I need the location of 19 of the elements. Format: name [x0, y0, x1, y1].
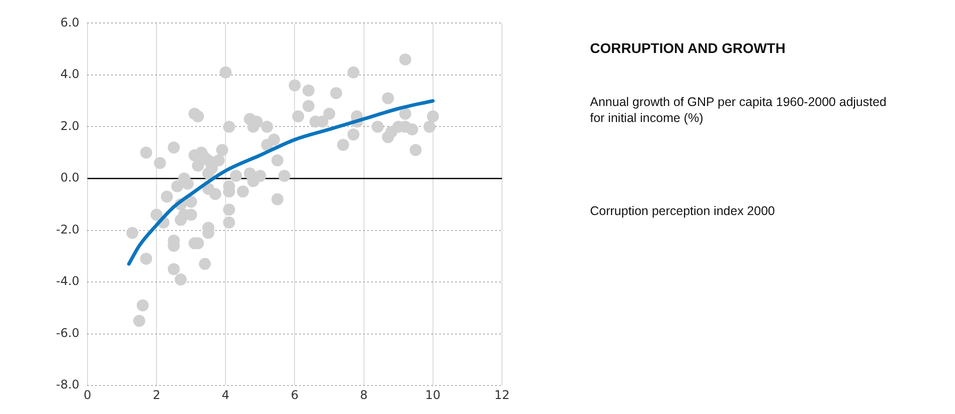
x-tick-label: 10 — [425, 388, 441, 402]
line-series — [127, 99, 435, 266]
y-tick-label: 6.0 — [60, 15, 80, 30]
y-tick-label: -4.0 — [56, 274, 80, 288]
text: Corruption perception index 2000 — [590, 203, 776, 219]
x-tick-label: 6 — [290, 388, 299, 402]
y-tick-label: -6.0 — [56, 326, 80, 340]
x-tick-label: 4 — [222, 388, 230, 402]
x-tick-label: 8 — [360, 388, 368, 402]
text: CORRUPTION AND GROWTH — [590, 40, 786, 56]
y-tick-label: 2.0 — [60, 118, 80, 133]
y-tick-label: -8.0 — [56, 378, 80, 392]
y-tick-label: 4.0 — [60, 67, 80, 82]
y-tick-label: -2.0 — [56, 222, 80, 236]
x-tick-label: 2 — [152, 388, 160, 402]
x-tick-label: 0 — [84, 388, 92, 402]
y-tick-label: 0.0 — [60, 170, 80, 185]
text: Annual growth of GNP per capita 1960-2000 adjusted for initial income (%) — [590, 94, 888, 126]
x-tick-label: 12 — [494, 388, 510, 402]
